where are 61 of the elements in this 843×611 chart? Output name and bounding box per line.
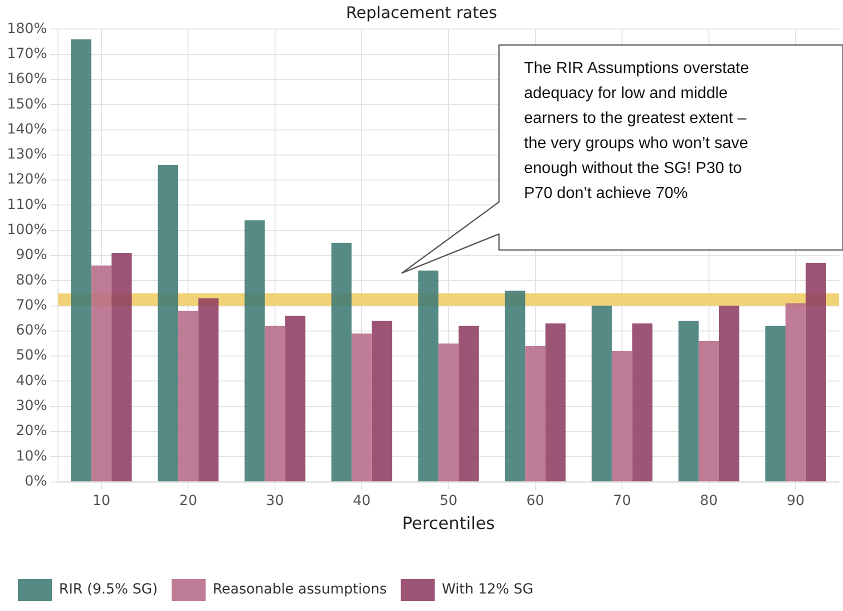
- x-tick-label: 80: [700, 492, 718, 509]
- bar: [765, 326, 786, 482]
- y-tick-label: 50%: [16, 348, 48, 364]
- bar: [458, 326, 479, 482]
- y-tick-label: 20%: [16, 423, 48, 440]
- bar: [418, 270, 438, 482]
- x-tick-label: 50: [440, 492, 458, 509]
- bar: [806, 263, 826, 482]
- bar: [525, 346, 546, 482]
- y-tick-label: 80%: [16, 272, 48, 288]
- y-tick-label: 110%: [6, 196, 48, 213]
- bar: [112, 252, 132, 482]
- bar: [178, 310, 198, 482]
- legend-label: RIR (9.5% SG): [59, 582, 158, 598]
- x-tick-label: 40: [352, 492, 371, 509]
- y-tick-label: 30%: [16, 398, 48, 414]
- bar: [698, 340, 719, 482]
- bar: [244, 220, 265, 482]
- bar: [352, 333, 372, 482]
- x-tick-label: 90: [786, 492, 805, 509]
- y-tick-label: 100%: [6, 222, 48, 238]
- bar: [504, 290, 526, 482]
- bar: [331, 242, 352, 482]
- bar: [612, 351, 632, 482]
- x-tick-label: 30: [266, 492, 284, 509]
- y-tick-label: 140%: [6, 121, 48, 138]
- bar: [632, 323, 652, 482]
- legend-label: Reasonable assumptions: [212, 582, 387, 598]
- x-tick-label: 60: [526, 492, 544, 509]
- bar: [158, 164, 178, 482]
- y-tick-label: 10%: [16, 448, 48, 464]
- bar: [718, 306, 740, 482]
- y-tick-label: 150%: [6, 96, 48, 112]
- annotation: The RIR Assumptions overstate adequacy for low and middle earners to the greatest extent – the very groups who won’t save enough without the SG! P30 to P70 don’t achieve 70%: [523, 59, 750, 204]
- y-tick-label: 60%: [16, 322, 48, 339]
- x-tick-label: 70: [613, 492, 631, 509]
- bar: [71, 39, 92, 482]
- bar: [545, 323, 566, 482]
- y-tick-label: 180%: [6, 20, 48, 37]
- y-tick-label: 160%: [6, 71, 48, 88]
- y-tick-label: 120%: [6, 172, 48, 188]
- y-tick-label: 90%: [16, 247, 48, 264]
- y-tick-label: 170%: [6, 46, 48, 62]
- chart-title: Replacement rates: [346, 2, 498, 22]
- bar: [264, 326, 286, 482]
- y-tick-label: 40%: [16, 372, 48, 389]
- bar: [372, 320, 392, 482]
- y-tick-label: 0%: [24, 473, 48, 490]
- bar: [198, 298, 219, 482]
- legend-label: With 12% SG: [442, 582, 534, 598]
- bar: [785, 303, 806, 482]
- bar: [592, 306, 612, 482]
- bar: [438, 344, 459, 482]
- bar: [678, 320, 699, 482]
- y-tick-label: 70%: [16, 297, 48, 314]
- bar: [91, 266, 112, 482]
- x-tick-label: 10: [92, 492, 110, 509]
- x-tick-label: 20: [179, 492, 198, 509]
- y-tick-label: 130%: [6, 146, 48, 163]
- x-axis-title: Percentiles: [402, 514, 496, 534]
- bar: [285, 316, 306, 482]
